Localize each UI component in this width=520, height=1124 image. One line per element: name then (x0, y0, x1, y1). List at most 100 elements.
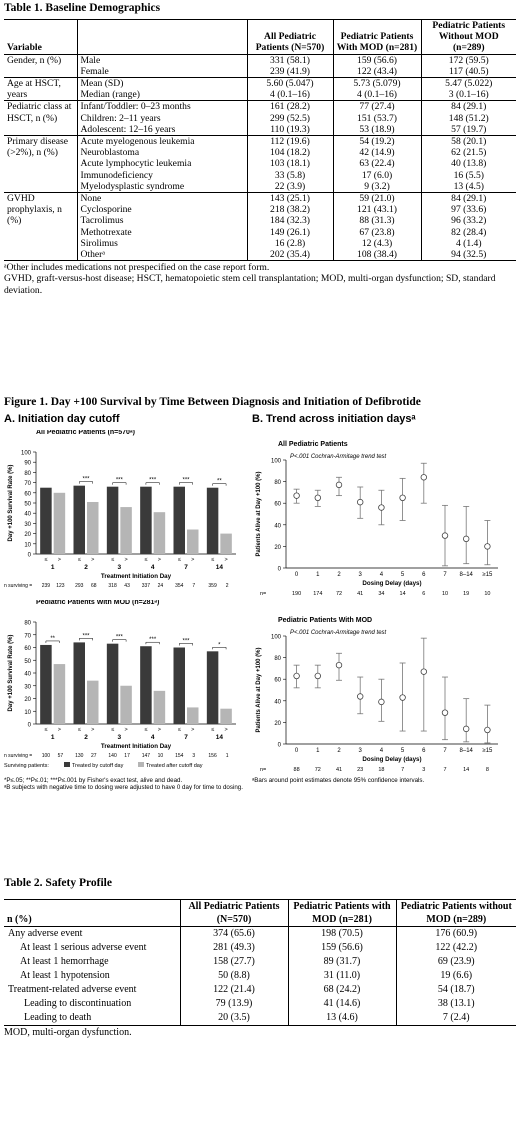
table2-cell: 54 (18.7) (395, 983, 516, 997)
x-compare-label: > (58, 557, 61, 563)
bar-treated-after-cutoff (53, 492, 66, 554)
n-surviving-value: 154 (175, 753, 184, 759)
x-compare-label: ≤ (111, 727, 114, 733)
table1-cell: 16 (2.8) (246, 237, 333, 250)
table1-group-label: Primary disease (>2%), n (%) (7, 136, 69, 159)
table1-row: GVHD prophylaxis, n (%) None 143 (25.1) 59 … (4, 192, 516, 226)
table1-row-label: Methotrexate (76, 226, 247, 238)
figure1-title: Figure 1. Day +100 Survival by Time Betw… (4, 396, 421, 408)
significance-bracket (79, 638, 93, 641)
table1-row: Pediatric class at HSCT, n (%) Infant/Tod… (4, 100, 516, 124)
x-compare-label: ≤ (178, 557, 181, 563)
n-surviving-value: 140 (108, 753, 117, 759)
table1-row: Primary disease (>2%), n (%) Acute myelog… (4, 135, 516, 158)
point-estimate (441, 709, 449, 716)
x-tick-label: 2 (84, 564, 88, 571)
table1-row-label: Acute myelogenous leukemia (76, 135, 247, 148)
table2-row-label: Treatment-related adverse event (8, 984, 137, 995)
table2-cell: 281 (49.3) (179, 941, 288, 955)
table1-cell: 172 (59.5) (420, 54, 516, 66)
chart-title: All Pediatric Patients (278, 441, 348, 448)
n-value: 23 (357, 767, 363, 773)
n-surviving-value: 359 (208, 583, 217, 589)
n-surviving-value: 337 (142, 583, 151, 589)
x-compare-label: ≤ (78, 557, 81, 563)
bar-treated-by-cutoff (206, 651, 219, 724)
x-tick-label: 7 (443, 748, 447, 754)
figure1-section: Figure 1. Day +100 Survival by Time Betw… (4, 396, 516, 425)
point-estimate (462, 725, 470, 733)
significance-bracket (45, 640, 60, 643)
n-value: 6 (422, 591, 425, 597)
table1-footnote-a: ᵃOther includes medications not prespeci… (4, 262, 270, 274)
table1-cell: 148 (51.2) (420, 112, 516, 124)
significance-bracket (179, 482, 193, 485)
table1-cell: 33 (5.8) (246, 169, 333, 181)
n-surviving-value: 17 (124, 753, 130, 759)
table2-row: At least 1 hemorrhage 158 (27.7) 89 (31.7)… (4, 955, 516, 969)
n-value: 10 (484, 591, 490, 597)
x-tick-label: 4 (151, 564, 155, 571)
table1-row: Children: 2–11 years 299 (52.5) 151 (53.7)… (4, 112, 516, 124)
table1-cell: 77 (27.4) (332, 100, 421, 113)
n-surviving-value: 100 (42, 753, 51, 759)
bar-treated-by-cutoff (173, 647, 185, 724)
table1-cell: 299 (52.5) (246, 112, 333, 124)
significance-marker: *** (82, 633, 90, 639)
bar-treated-after-cutoff (53, 664, 66, 724)
bar-treated-after-cutoff (120, 507, 132, 554)
x-tick-label: ≥15 (482, 572, 493, 578)
x-tick-label: 6 (422, 572, 426, 578)
x-axis-label: Treatment Initiation Day (101, 743, 172, 750)
x-tick-label: 1 (316, 572, 320, 578)
bar-treated-by-cutoff (73, 485, 85, 554)
table1-row: Female 239 (41.9) 122 (43.4) 117 (40.5) (4, 65, 516, 78)
figure1-panel-a-footnotes: *P≤.05; **P≤.01; ***P≤.001 by Fisher's e… (4, 777, 244, 792)
significance-bracket (79, 481, 93, 484)
x-tick-label: 8–14 (460, 572, 474, 578)
table2-cell: 20 (3.5) (179, 1011, 288, 1026)
table2-header-all: All Pediatric Patients (N=570) (179, 899, 288, 927)
table1-header-variable: Variable (7, 42, 42, 54)
significance-marker: *** (116, 635, 124, 641)
figure1-panel-a-title: A. Initiation day cutoff (4, 413, 120, 425)
table1-row-label: Mean (SD) (76, 77, 247, 90)
y-axis-label: Day +100 Survival Rate (%) (8, 465, 14, 542)
x-compare-label: > (158, 727, 161, 733)
table1-row-label: Cyclosporine (76, 204, 247, 216)
significance-marker: * (218, 642, 221, 648)
x-compare-label: ≤ (78, 727, 81, 733)
bar-chart-all: All Pediatric Patients (n=570ᵃ) 0 10 20 30 40… (2, 430, 242, 600)
x-tick-label: 2 (337, 748, 341, 754)
table1-cell: 159 (56.6) (332, 54, 421, 66)
x-tick-label: 7 (443, 572, 447, 578)
n-value: 41 (336, 767, 342, 773)
significance-bracket (212, 483, 227, 486)
table1-row: Neuroblastoma 104 (18.2) 42 (14.9) 62 (21.5… (4, 147, 516, 159)
table2-row-label: At least 1 hypotension (20, 970, 110, 981)
table2-row: Any adverse event 374 (65.6) 198 (70.5) 176… (4, 926, 516, 941)
table2-row-label: Leading to death (24, 1012, 92, 1023)
bar-treated-after-cutoff (120, 685, 132, 724)
bar-treated-by-cutoff (40, 644, 52, 724)
table1-cell: 84 (29.1) (420, 100, 516, 113)
x-tick-label: 3 (118, 734, 122, 741)
chart-title: All Pediatric Patients (n=570ᵃ) (36, 430, 135, 436)
x-compare-label: > (58, 727, 61, 733)
legend-label: Treated after cutoff day (146, 763, 203, 769)
n-surviving-value: 68 (91, 583, 97, 589)
table1-group-label: Gender, n (%) (7, 54, 62, 66)
x-compare-label: ≤ (144, 727, 147, 733)
point-estimate (378, 504, 385, 511)
x-compare-label: ≤ (111, 557, 114, 563)
table1-cell: 59 (21.0) (332, 192, 421, 205)
table1-cell: 143 (25.1) (246, 192, 333, 205)
legend-swatch-after-cutoff (138, 762, 144, 767)
table1-row-label: Otherᵃ (76, 249, 247, 261)
point-estimate (441, 532, 449, 539)
n-surviving-value: 130 (75, 753, 84, 759)
x-tick-label: 3 (359, 748, 363, 754)
table1-cell: 97 (33.6) (420, 204, 516, 216)
x-tick-label: 2 (84, 734, 88, 741)
x-axis-label: Dosing Delay (days) (362, 580, 421, 587)
